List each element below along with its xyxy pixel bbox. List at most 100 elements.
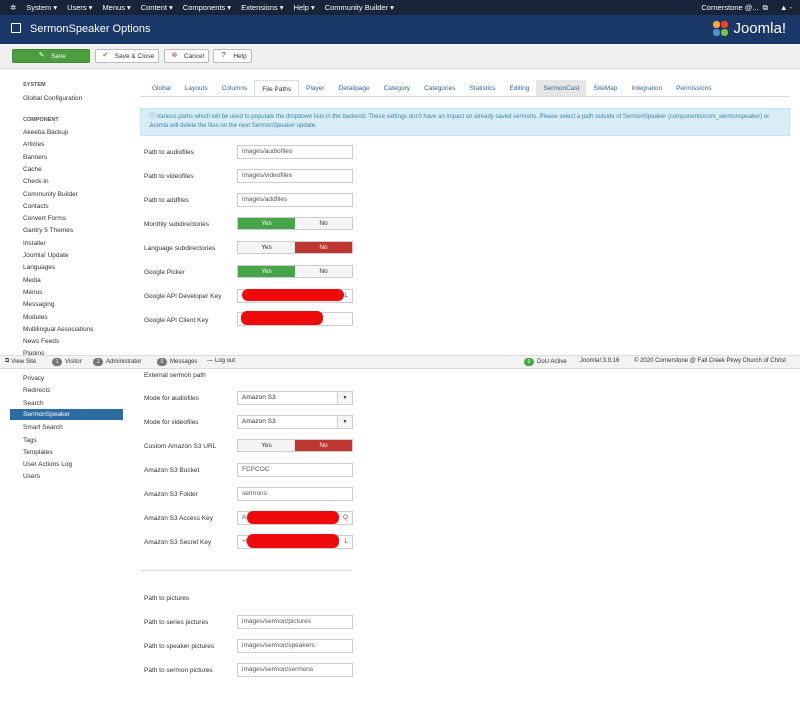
tab-sitemap[interactable]: SiteMap [593, 85, 618, 92]
sidebar-item-user-actions-log[interactable]: User Actions Log [23, 461, 73, 469]
tab-categories[interactable]: Categories [424, 85, 456, 92]
s3-bucket-input[interactable]: FCPCOC [237, 463, 353, 477]
sidebar-item-convert-forms[interactable]: Convert Forms [23, 215, 66, 223]
audiofiles-input[interactable]: images/audiofiles [237, 145, 353, 159]
tab-columns[interactable]: Columns [221, 85, 248, 92]
chevron-down-icon: ▼ [337, 416, 352, 428]
sidebar-item-contacts[interactable]: Contacts [23, 202, 49, 210]
sidebar-item-languages[interactable]: Languages [23, 264, 56, 272]
sidebar-item-search[interactable]: Search [23, 399, 44, 407]
tab-integration[interactable]: Integration [631, 85, 663, 92]
sidebar-item-banners[interactable]: Banners [23, 153, 48, 161]
google-dev-key-label: Google API Developer Key [144, 293, 222, 300]
custom-url-yes-button[interactable]: Yes [238, 440, 295, 451]
monthly-subdirectories-label: Monthly subdirectories [144, 221, 210, 228]
addfiles-label: Path to addfiles [144, 197, 189, 204]
sidebar-item-tags[interactable]: Tags [23, 436, 37, 444]
audiofiles-label: Path to audiofiles [144, 149, 194, 156]
view-site-link[interactable]: ⧉ View Site [5, 358, 37, 365]
user-menu-icon[interactable]: ▲ - [779, 3, 792, 12]
sidebar-item-installer[interactable]: Installer [23, 239, 46, 247]
external-sermon-path-heading: External sermon path [144, 372, 206, 379]
series-pictures-input[interactable]: images/sermon/pictures [237, 615, 353, 629]
sidebar-item-joomla-update[interactable]: Joomla! Update [23, 252, 69, 259]
logout-link[interactable]: — Log out [207, 358, 236, 364]
tab-editing[interactable]: Editing [509, 85, 530, 92]
s3-folder-input[interactable]: sermons [237, 487, 353, 501]
sidebar-item-cache[interactable]: Cache [23, 165, 42, 173]
sidebar-item-global-configuration[interactable]: Global Configuration [23, 95, 83, 102]
save-button[interactable]: ✎ Save [12, 49, 90, 63]
save-close-button[interactable]: ✔ Save & Close [95, 49, 159, 63]
addfiles-input[interactable]: images/addfiles [237, 193, 353, 207]
menu-help[interactable]: Help [293, 3, 309, 12]
menu-users[interactable]: Users [67, 3, 87, 12]
sermon-pictures-input[interactable]: images/sermon/sermons [237, 663, 353, 677]
sidebar-item-messaging[interactable]: Messaging [23, 301, 55, 309]
page-header: SermonSpeaker Options Joomla! [0, 15, 800, 44]
mode-videofiles-select[interactable]: Amazon S3 ▼ [237, 415, 353, 429]
menu-menus[interactable]: Menus [102, 3, 125, 12]
tab-permissions[interactable]: Permissions [676, 85, 712, 92]
external-link-icon[interactable]: ⧉ [762, 2, 768, 12]
tab-player[interactable]: Player [306, 85, 325, 92]
sidebar-item-sermonspeaker[interactable]: SermonSpeaker [10, 408, 123, 420]
help-button[interactable]: ? Help [213, 49, 252, 63]
menu-system[interactable]: System [26, 3, 52, 12]
speaker-pictures-input[interactable]: images/sermon/speakers [237, 639, 353, 653]
admin-status: 1 Administrator [93, 358, 141, 366]
sidebar-heading-component: COMPONENT [23, 117, 59, 123]
s3-bucket-label: Amazon S3 Bucket [144, 467, 200, 474]
sidebar-item-modules[interactable]: Modules [23, 313, 48, 321]
options-icon [11, 23, 21, 33]
section-divider [140, 570, 352, 571]
site-name-link[interactable]: Cornerstone @... [701, 3, 759, 12]
sidebar-item-templates[interactable]: Templates [23, 448, 53, 456]
sidebar-item-check-in[interactable]: Check-in [23, 178, 49, 186]
sidebar-item-gantry-5-themes[interactable]: Gantry 5 Themes [23, 227, 74, 235]
chevron-down-icon: ▼ [337, 392, 352, 404]
sidebar-item-multilingual-associations[interactable]: Multilingual Associations [23, 325, 94, 333]
monthly-no-button[interactable]: No [295, 218, 352, 229]
language-yes-button[interactable]: Yes [238, 242, 295, 253]
sidebar-item-users[interactable]: Users [23, 473, 40, 481]
menu-components[interactable]: Components [182, 3, 226, 12]
tab-sermoncast[interactable]: SermonCast [536, 80, 587, 97]
menu-community-builder[interactable]: Community Builder [324, 3, 389, 12]
language-no-button[interactable]: No [295, 242, 352, 253]
picker-yes-button[interactable]: Yes [238, 266, 295, 277]
sidebar-item-menus[interactable]: Menus [23, 288, 43, 296]
sidebar-item-community-builder[interactable]: Community Builder [23, 190, 78, 198]
sidebar-item-plugins[interactable]: Plugins [23, 350, 45, 358]
sidebar-item-articles[interactable]: Articles [23, 141, 45, 149]
videofiles-input[interactable]: images/videofiles [237, 169, 353, 183]
picker-no-button[interactable]: No [295, 266, 352, 277]
sidebar-item-redirects[interactable]: Redirects [23, 387, 51, 395]
tab-detailpage[interactable]: Detailpage [338, 85, 370, 92]
custom-url-no-button[interactable]: No [295, 440, 352, 451]
tab-global[interactable]: Global [152, 85, 171, 92]
redaction-mark [247, 534, 339, 548]
path-to-pictures-heading: Path to pictures [144, 595, 190, 602]
joomla-logo-icon [713, 20, 729, 37]
s3-secret-key-label: Amazon S3 Secret Key [144, 539, 212, 546]
monthly-yes-button[interactable]: Yes [238, 218, 295, 229]
tab-statistics[interactable]: Statistics [469, 85, 496, 92]
tab-layouts[interactable]: Layouts [184, 85, 208, 92]
menu-content[interactable]: Content [140, 3, 167, 12]
sidebar-item-akeeba-backup[interactable]: Akeeba Backup [23, 129, 69, 136]
cancel-button[interactable]: ⊗ Cancel [164, 49, 209, 63]
joomla-icon[interactable]: ✲ [10, 3, 17, 12]
tab-category[interactable]: Category [383, 85, 411, 92]
tab-file-paths[interactable]: File Paths [254, 80, 300, 97]
joomla-logo: Joomla! [713, 20, 786, 37]
language-subdirectories-label: Language subdirectories [144, 245, 216, 252]
dou-status: 0 DoU Active [524, 358, 567, 366]
sidebar-item-news-feeds[interactable]: News Feeds [23, 338, 60, 346]
mode-audiofiles-select[interactable]: Amazon S3 ▼ [237, 391, 353, 405]
sidebar-item-smart-search[interactable]: Smart Search [23, 424, 63, 432]
sidebar-item-media[interactable]: Media [23, 276, 41, 284]
sidebar-item-privacy[interactable]: Privacy [23, 375, 45, 382]
messages-link[interactable]: 0 Messages [157, 358, 197, 366]
menu-extensions[interactable]: Extensions [241, 3, 278, 12]
